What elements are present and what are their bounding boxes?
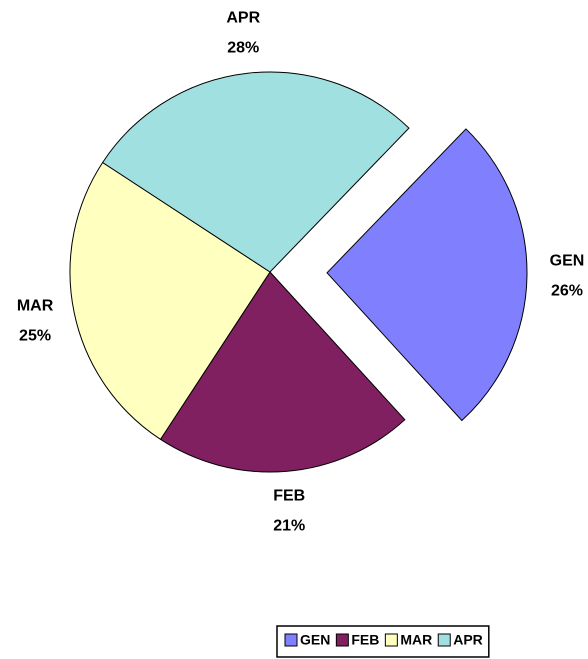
legend-swatch	[437, 633, 451, 647]
slice-value: 26%	[551, 282, 583, 299]
pie-slice	[326, 128, 528, 422]
slice-label: GEN	[550, 252, 585, 269]
legend-box	[276, 625, 490, 658]
pie-slice	[101, 71, 410, 273]
legend-label: FEB	[351, 632, 379, 648]
pie-slice	[159, 271, 406, 473]
slice-value: 28%	[227, 40, 259, 57]
slice-label: APR	[226, 10, 260, 27]
slice-label: FEB	[273, 487, 305, 504]
legend-label: MAR	[400, 632, 432, 648]
pie-slice	[69, 161, 271, 441]
legend-swatch	[284, 633, 298, 647]
slice-value: 21%	[273, 517, 305, 534]
legend-label: GEN	[300, 632, 330, 648]
slice-value: 25%	[19, 327, 51, 344]
legend-swatch	[335, 633, 349, 647]
slice-label: MAR	[17, 297, 54, 314]
legend: GEN FEB MAR APR	[276, 625, 490, 658]
legend-label: APR	[453, 632, 483, 648]
legend-swatch	[384, 633, 398, 647]
